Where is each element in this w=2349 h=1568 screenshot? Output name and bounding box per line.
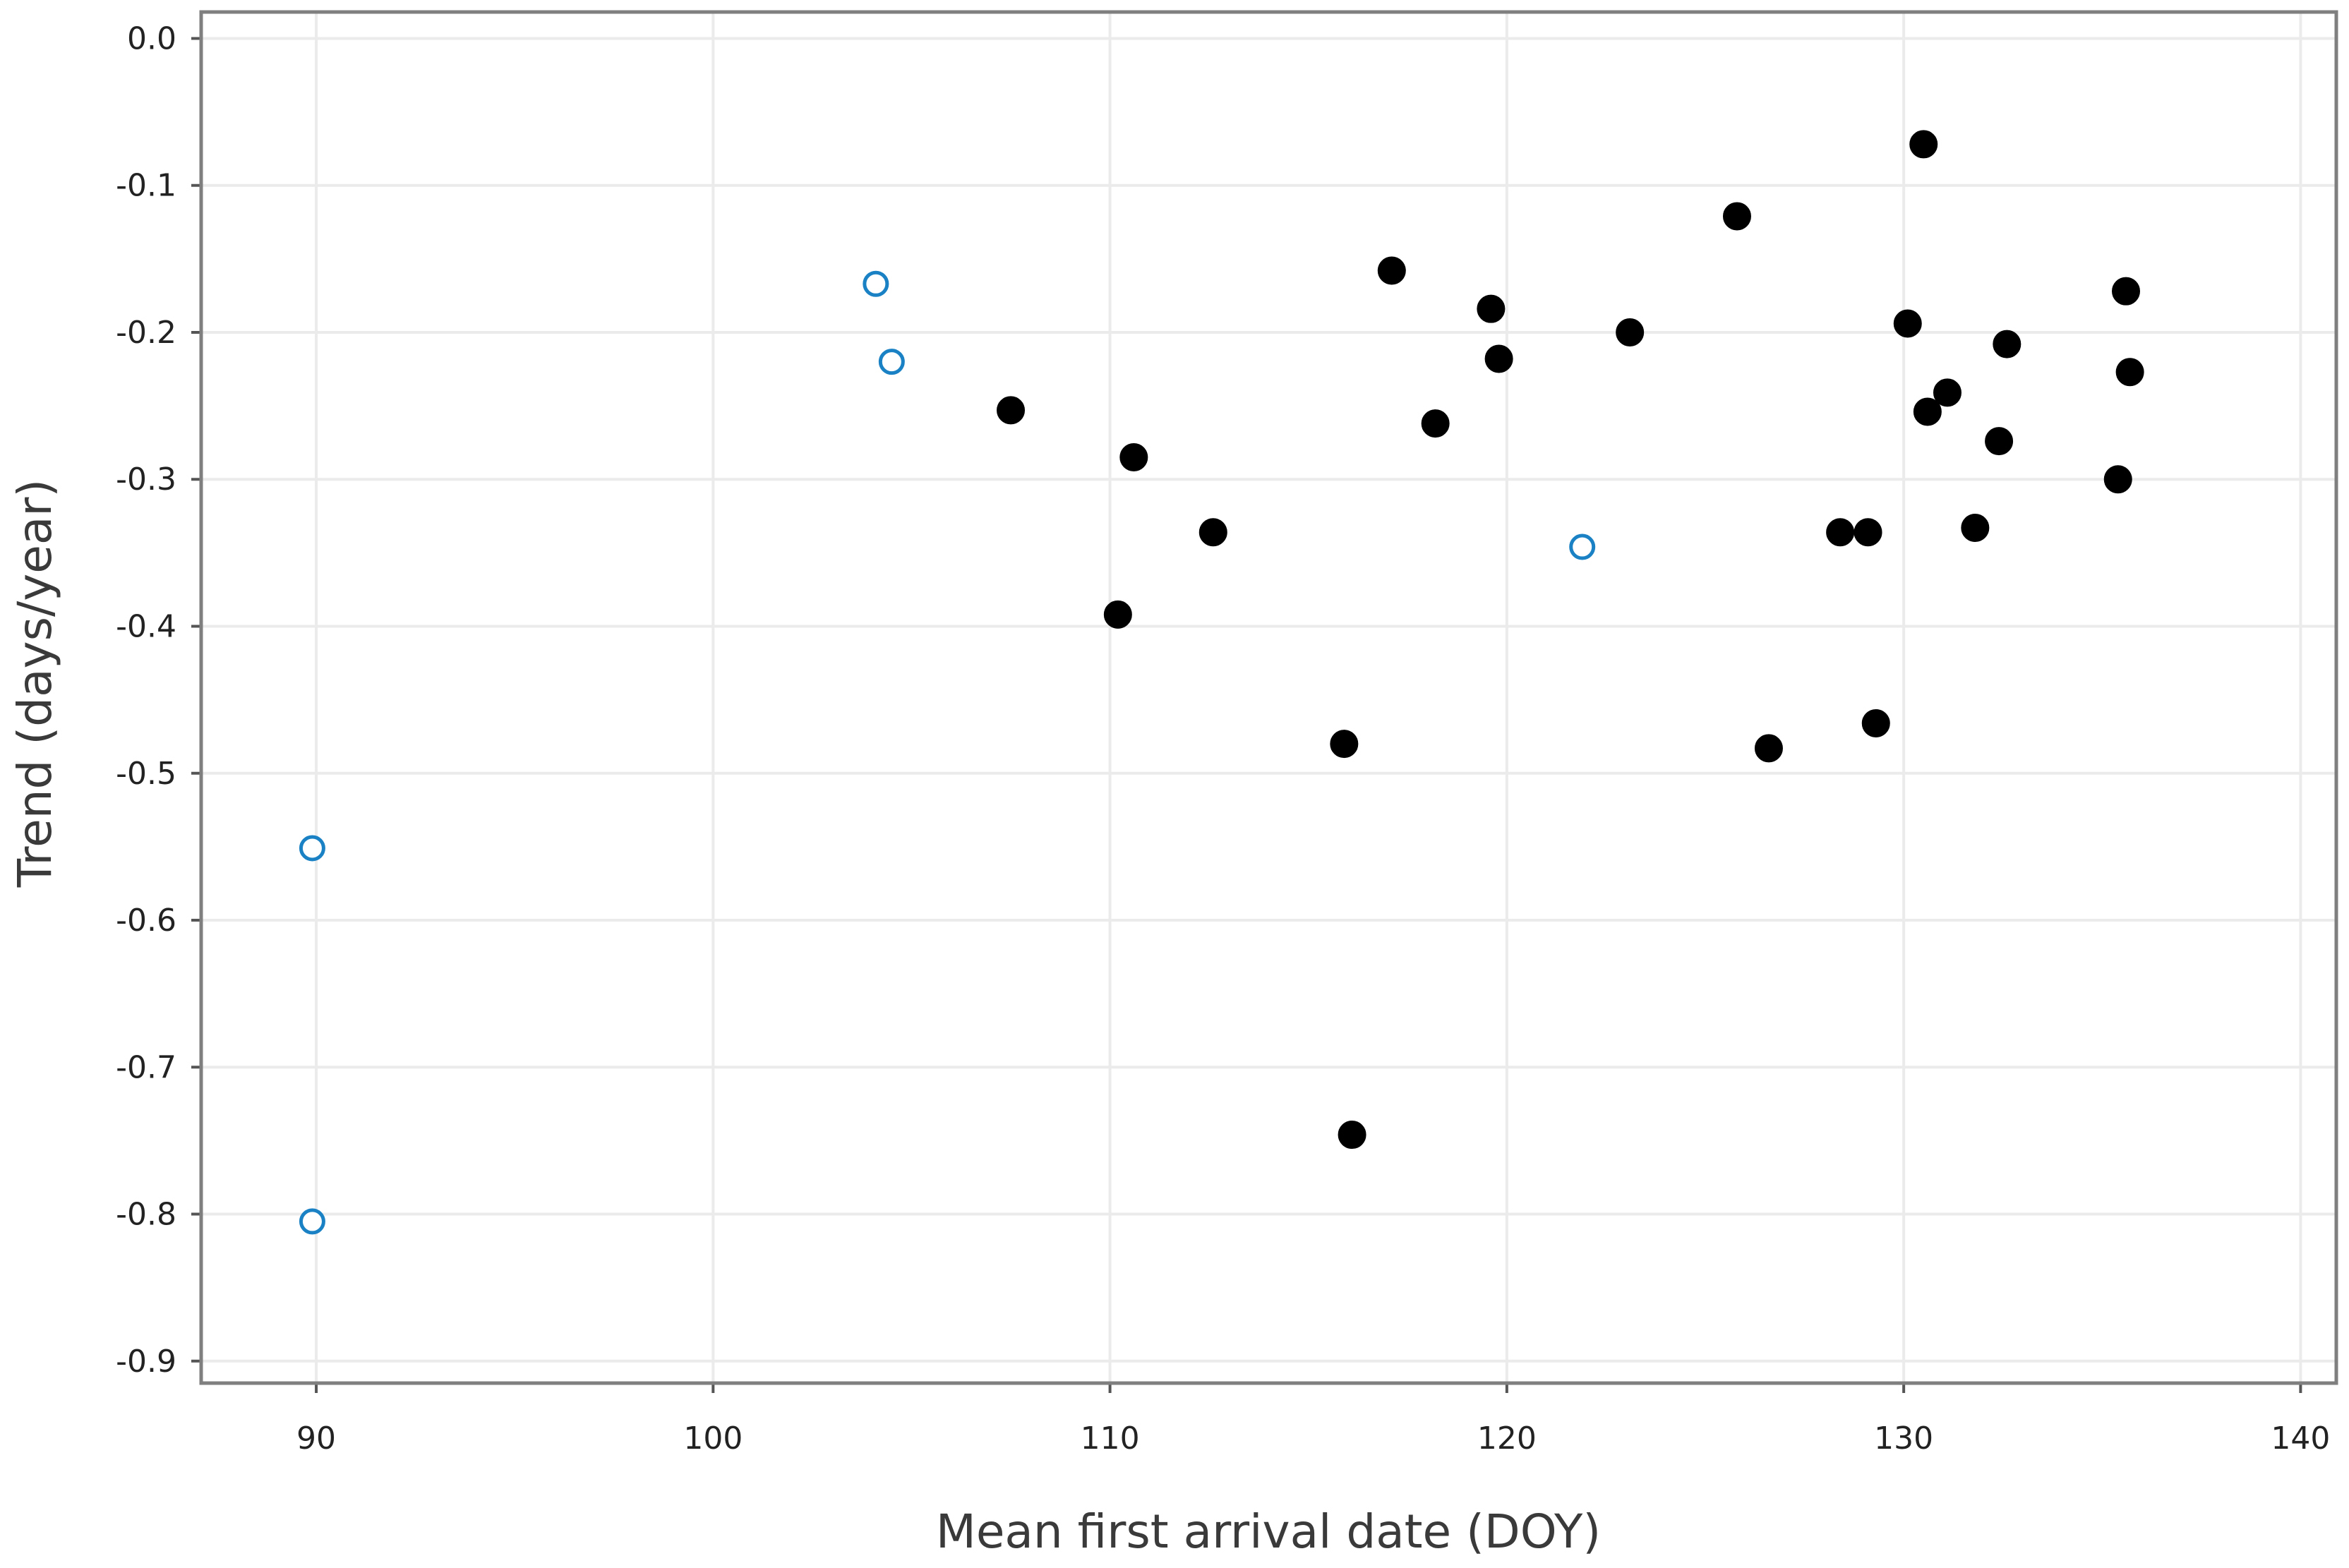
data-point-filled (1854, 518, 1882, 547)
x-tick-label: 120 (1477, 1421, 1537, 1457)
data-point-filled (1754, 734, 1783, 763)
y-tick-label: -0.7 (116, 1049, 176, 1085)
data-point-filled (1477, 294, 1506, 323)
data-point-filled (1933, 378, 1961, 407)
y-tick-label: -0.3 (116, 462, 176, 497)
data-point-filled (1616, 318, 1645, 346)
data-point-open (299, 1208, 325, 1235)
data-point-open (1569, 533, 1596, 560)
y-tick-label: -0.6 (116, 903, 176, 939)
data-point-filled (1119, 443, 1148, 472)
x-tick-label: 100 (683, 1421, 743, 1457)
y-tick-label: -0.8 (116, 1197, 176, 1233)
data-point-filled (2103, 465, 2132, 494)
data-point-filled (1103, 600, 1132, 629)
x-axis-title: Mean first arrival date (DOY) (936, 1504, 1601, 1559)
axis-ticks: 90 100 110 120 130 140 0.0 -0.1 -0.2 -0.3 -0.4 -0.5… (116, 20, 2330, 1457)
data-point-filled (1421, 409, 1450, 438)
x-tick-label: 130 (1874, 1421, 1933, 1457)
y-tick-label: -0.2 (116, 315, 176, 351)
data-point-filled (1198, 518, 1227, 547)
y-tick-label: -0.5 (116, 756, 176, 792)
data-point-filled (1861, 708, 1890, 737)
data-points (299, 130, 2144, 1235)
data-point-filled (2115, 358, 2144, 387)
data-point-filled (1913, 397, 1942, 426)
x-tick-label: 90 (296, 1421, 336, 1457)
y-axis-title: Trend (days/year) (8, 479, 62, 888)
y-tick-label: -0.9 (116, 1344, 176, 1380)
data-point-filled (1961, 513, 1990, 542)
data-point-filled (1826, 518, 1855, 547)
data-point-open (299, 835, 325, 862)
data-point-open (863, 270, 889, 297)
data-point-filled (1985, 427, 2014, 456)
data-point-open (878, 349, 905, 375)
data-point-filled (1893, 309, 1922, 338)
y-tick-label: -0.1 (116, 168, 176, 204)
data-point-filled (1484, 344, 1513, 373)
data-point-filled (2111, 277, 2140, 306)
x-tick-label: 140 (2271, 1421, 2330, 1457)
data-point-filled (1722, 202, 1751, 231)
y-tick-label: 0.0 (127, 20, 176, 56)
y-tick-label: -0.4 (116, 608, 176, 644)
plot-frame (199, 10, 2338, 1385)
gridlines (201, 12, 2336, 1383)
data-point-filled (997, 396, 1026, 425)
data-point-filled (1330, 730, 1359, 759)
data-point-filled (1338, 1121, 1366, 1150)
data-point-filled (1377, 256, 1406, 285)
x-tick-label: 110 (1081, 1421, 1140, 1457)
data-point-filled (1909, 130, 1938, 159)
data-point-filled (1993, 330, 2021, 358)
